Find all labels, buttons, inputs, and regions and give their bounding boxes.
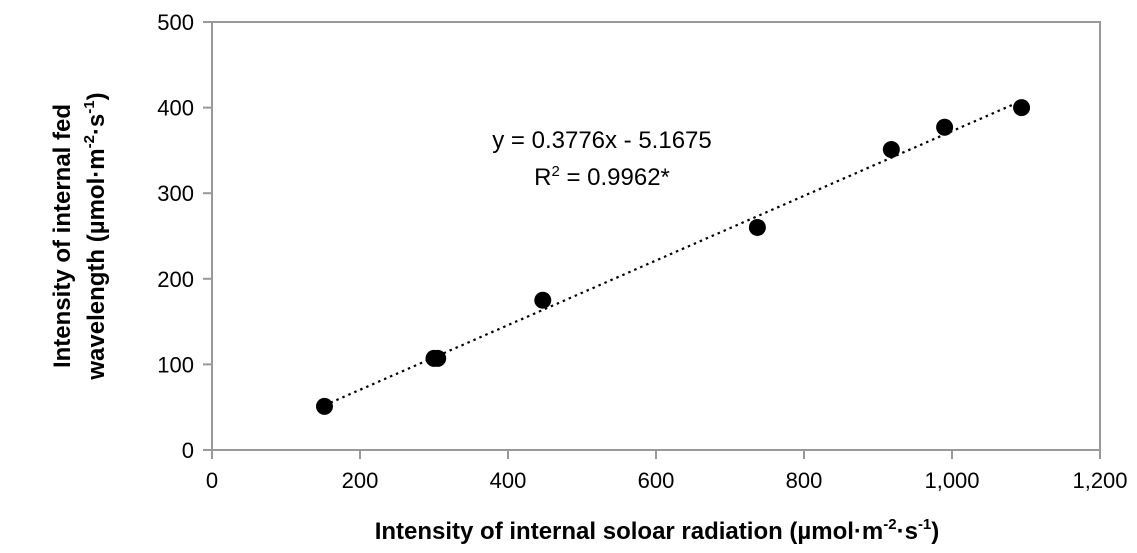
y-axis-title-sup2: -1: [81, 100, 98, 113]
y-tick-label: 300: [157, 181, 194, 206]
trendline-equation: y = 0.3776x - 5.1675: [492, 127, 712, 154]
y-axis-title-line2: wavelength (µmol·m-2·s-1): [81, 92, 110, 380]
data-point: [315, 397, 333, 415]
x-axis-title-mid: ·s: [897, 518, 918, 545]
x-tick-label: 800: [786, 468, 823, 493]
data-point: [748, 218, 766, 236]
r-squared-prefix: R: [534, 164, 551, 191]
data-point: [534, 291, 552, 309]
y-axis-title-close: ): [83, 92, 110, 100]
y-axis-title-mid: ·s: [83, 114, 110, 135]
y-tick-label: 400: [157, 96, 194, 121]
x-tick-label: 600: [638, 468, 675, 493]
y-tick-label: 500: [157, 10, 194, 35]
x-tick-label: 200: [342, 468, 379, 493]
x-tick-label: 1,000: [924, 468, 979, 493]
y-tick-label: 100: [157, 352, 194, 377]
r-squared-value: = 0.9962*: [560, 164, 670, 191]
x-axis-title-main: Intensity of internal soloar radiation (…: [375, 518, 884, 545]
y-axis-ticks: 0 100 200 300 400 500: [157, 10, 212, 463]
x-tick-label: 0: [206, 468, 218, 493]
x-axis-title: Intensity of internal soloar radiation (…: [375, 516, 940, 545]
data-point: [882, 141, 900, 159]
data-points: [315, 99, 1031, 415]
x-tick-label: 400: [490, 468, 527, 493]
r-squared-superscript: 2: [551, 163, 559, 180]
x-axis-title-sup2: -1: [918, 516, 931, 533]
y-axis-title-line1: Intensity of internal fed: [49, 104, 76, 368]
y-tick-label: 0: [182, 438, 194, 463]
data-point: [936, 118, 954, 136]
x-axis-title-close: ): [931, 518, 939, 545]
y-axis-title-sup1: -2: [81, 135, 98, 148]
data-point: [429, 349, 447, 367]
y-axis-title-main: wavelength (µmol·m: [83, 148, 110, 380]
x-axis-title-sup1: -2: [883, 516, 896, 533]
x-axis-ticks: 0 200 400 600 800 1,000 1,200: [206, 450, 1128, 493]
plot-frame: [211, 21, 1101, 451]
r-squared-label: R2 = 0.9962*: [534, 163, 670, 191]
y-tick-label: 200: [157, 267, 194, 292]
data-point: [1013, 99, 1031, 117]
x-tick-label: 1,200: [1072, 468, 1127, 493]
